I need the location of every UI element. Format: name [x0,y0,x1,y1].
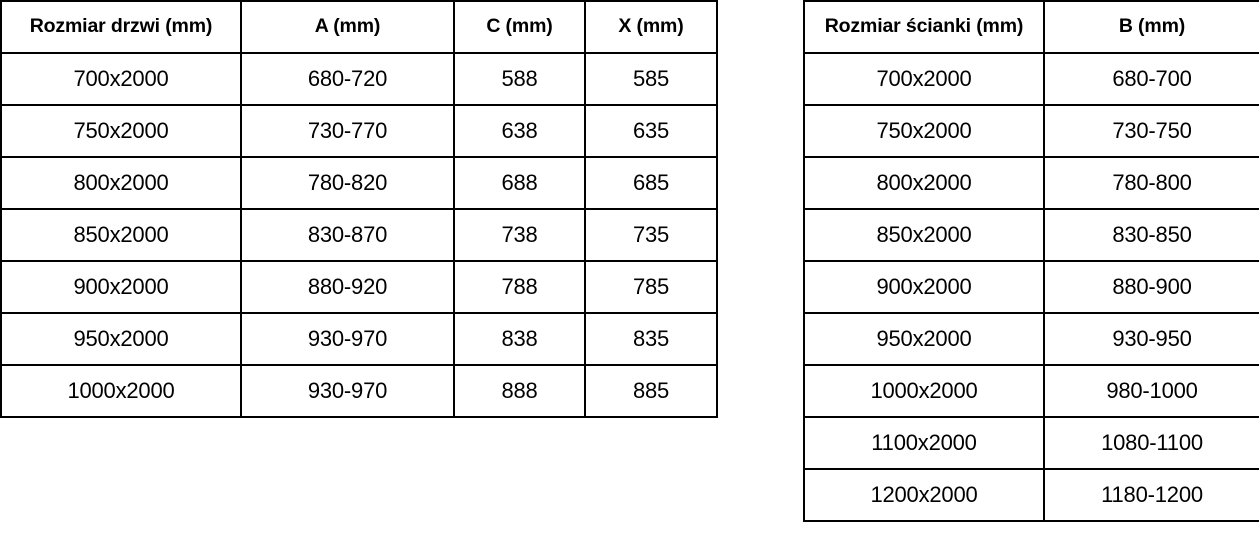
cell-c: 888 [453,364,586,418]
cell-b: 1180-1200 [1043,468,1259,522]
cell-x: 885 [584,364,718,418]
cell-door-size: 1000x2000 [0,364,242,418]
table-row: 800x2000 780-800 [803,156,1259,210]
column-header-door-size: Rozmiar drzwi (mm) [0,0,242,54]
cell-b: 880-900 [1043,260,1259,314]
table-row: 800x2000 780-820 688 685 [0,156,718,210]
cell-door-size: 900x2000 [0,260,242,314]
cell-c: 588 [453,52,586,106]
table-row: 750x2000 730-750 [803,104,1259,158]
cell-a: 930-970 [240,312,455,366]
table-row: 900x2000 880-900 [803,260,1259,314]
cell-a: 780-820 [240,156,455,210]
cell-door-size: 750x2000 [0,104,242,158]
table-row: 700x2000 680-720 588 585 [0,52,718,106]
table-header-row: Rozmiar ścianki (mm) B (mm) [803,0,1259,54]
cell-wall-size: 1000x2000 [803,364,1045,418]
column-header-c: C (mm) [453,0,586,54]
table-row: 1000x2000 930-970 888 885 [0,364,718,418]
table-row: 750x2000 730-770 638 635 [0,104,718,158]
cell-wall-size: 750x2000 [803,104,1045,158]
wall-size-table: Rozmiar ścianki (mm) B (mm) 700x2000 680… [803,0,1259,522]
door-table-header: Rozmiar drzwi (mm) A (mm) C (mm) X (mm) [0,0,718,54]
table-row: 700x2000 680-700 [803,52,1259,106]
cell-wall-size: 950x2000 [803,312,1045,366]
table-header-row: Rozmiar drzwi (mm) A (mm) C (mm) X (mm) [0,0,718,54]
cell-wall-size: 850x2000 [803,208,1045,262]
table-row: 850x2000 830-850 [803,208,1259,262]
table-row: 1100x2000 1080-1100 [803,416,1259,470]
cell-b: 980-1000 [1043,364,1259,418]
cell-a: 680-720 [240,52,455,106]
column-header-x: X (mm) [584,0,718,54]
cell-wall-size: 1100x2000 [803,416,1045,470]
table-row: 850x2000 830-870 738 735 [0,208,718,262]
cell-x: 585 [584,52,718,106]
cell-b: 680-700 [1043,52,1259,106]
cell-x: 635 [584,104,718,158]
table-row: 1200x2000 1180-1200 [803,468,1259,522]
cell-door-size: 700x2000 [0,52,242,106]
column-header-wall-size: Rozmiar ścianki (mm) [803,0,1045,54]
wall-table-body: 700x2000 680-700 750x2000 730-750 800x20… [803,52,1259,522]
table-row: 1000x2000 980-1000 [803,364,1259,418]
table-row: 950x2000 930-970 838 835 [0,312,718,366]
cell-b: 780-800 [1043,156,1259,210]
cell-c: 838 [453,312,586,366]
cell-x: 735 [584,208,718,262]
cell-wall-size: 1200x2000 [803,468,1045,522]
table-row: 900x2000 880-920 788 785 [0,260,718,314]
cell-a: 930-970 [240,364,455,418]
wall-table-header: Rozmiar ścianki (mm) B (mm) [803,0,1259,54]
cell-x: 685 [584,156,718,210]
cell-wall-size: 700x2000 [803,52,1045,106]
cell-door-size: 850x2000 [0,208,242,262]
cell-c: 738 [453,208,586,262]
cell-x: 785 [584,260,718,314]
cell-wall-size: 900x2000 [803,260,1045,314]
cell-a: 880-920 [240,260,455,314]
cell-door-size: 950x2000 [0,312,242,366]
cell-a: 830-870 [240,208,455,262]
cell-c: 788 [453,260,586,314]
door-table-body: 700x2000 680-720 588 585 750x2000 730-77… [0,52,718,418]
cell-door-size: 800x2000 [0,156,242,210]
cell-wall-size: 800x2000 [803,156,1045,210]
cell-c: 688 [453,156,586,210]
column-header-b: B (mm) [1043,0,1259,54]
cell-a: 730-770 [240,104,455,158]
table-row: 950x2000 930-950 [803,312,1259,366]
cell-b: 730-750 [1043,104,1259,158]
column-header-a: A (mm) [240,0,455,54]
cell-x: 835 [584,312,718,366]
cell-c: 638 [453,104,586,158]
door-size-table: Rozmiar drzwi (mm) A (mm) C (mm) X (mm) … [0,0,718,418]
cell-b: 930-950 [1043,312,1259,366]
cell-b: 830-850 [1043,208,1259,262]
cell-b: 1080-1100 [1043,416,1259,470]
